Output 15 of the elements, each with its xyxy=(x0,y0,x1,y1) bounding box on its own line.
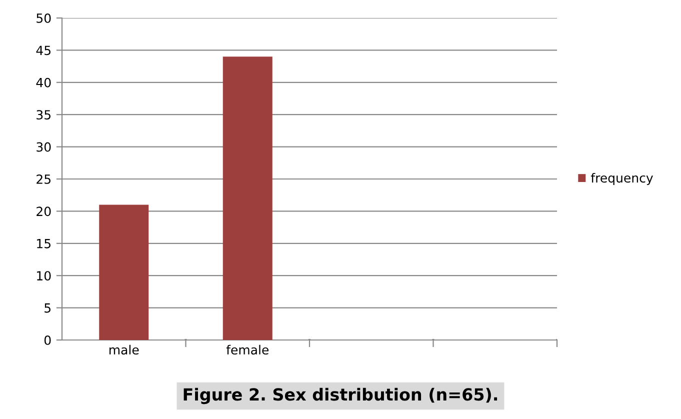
y-tick-label: 35 xyxy=(36,110,50,120)
y-tick-label: 5 xyxy=(44,303,50,313)
x-tick-label: male xyxy=(110,344,139,355)
y-tick-label: 45 xyxy=(36,46,50,56)
y-tick-label: 15 xyxy=(37,239,50,248)
y-tick-label: 30 xyxy=(36,142,51,152)
y-tick-label: 10 xyxy=(37,271,51,281)
x-tick-label: female xyxy=(226,344,269,355)
y-tick-label: 0 xyxy=(44,335,51,345)
y-tick-label: 50 xyxy=(36,13,51,23)
y-tick-label: 25 xyxy=(36,174,50,184)
y-tick-label: 20 xyxy=(36,206,51,216)
text: Figure 2. Sex distribution (n=65). xyxy=(184,388,498,404)
legend-label: frequency xyxy=(590,172,653,186)
y-tick-label: 40 xyxy=(36,78,51,88)
